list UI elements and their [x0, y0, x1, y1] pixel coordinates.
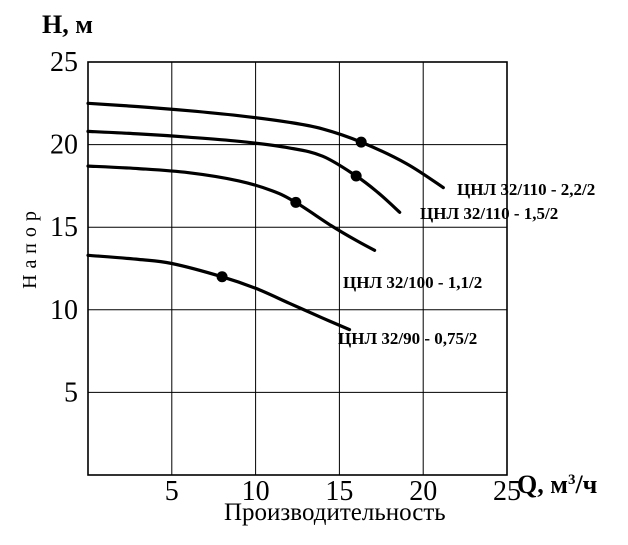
x-tick-label: 15 — [325, 476, 353, 507]
duty-point-marker-2 — [290, 196, 302, 208]
duty-point-marker-0 — [355, 136, 367, 148]
x-axis-title: Q, м3/ч — [517, 472, 597, 498]
x-axis-name: Производительность — [224, 499, 446, 526]
y-axis-name: Напор — [19, 205, 41, 289]
series-label-cnl-32-110-1-5: ЦНЛ 32/110 - 1,5/2 — [420, 204, 559, 223]
pump-curve-2 — [86, 164, 377, 252]
series-label-cnl-32-100-1-1: ЦНЛ 32/100 - 1,1/2 — [343, 273, 483, 292]
series-label-cnl-32-110-2-2: ЦНЛ 32/110 - 2,2/2 — [457, 180, 596, 199]
pump-curve-3 — [86, 253, 352, 332]
x-tick-label: 20 — [409, 476, 437, 507]
x-tick-label: 25 — [493, 476, 521, 507]
series-label-cnl-32-90-0-75: ЦНЛ 32/90 - 0,75/2 — [338, 329, 478, 348]
pump-curve-0 — [86, 101, 445, 190]
duty-point-marker-1 — [350, 170, 362, 182]
x-axis-unit-prefix: Q, м — [517, 470, 568, 499]
y-tick-label: 15 — [50, 212, 78, 243]
x-axis-unit-superscript: 3 — [567, 472, 576, 488]
x-tick-label: 10 — [242, 476, 270, 507]
x-tick-label: 5 — [165, 476, 179, 507]
plot-border — [87, 61, 508, 476]
y-tick-label: 20 — [50, 130, 78, 161]
y-tick-label: 10 — [50, 295, 78, 326]
y-axis-title: Н, м — [42, 10, 93, 39]
y-tick-label: 25 — [50, 47, 78, 78]
duty-point-marker-3 — [216, 271, 228, 283]
x-axis-unit-suffix: /ч — [575, 470, 598, 499]
y-tick-label: 5 — [64, 377, 78, 408]
pump-curve-1 — [86, 129, 402, 214]
